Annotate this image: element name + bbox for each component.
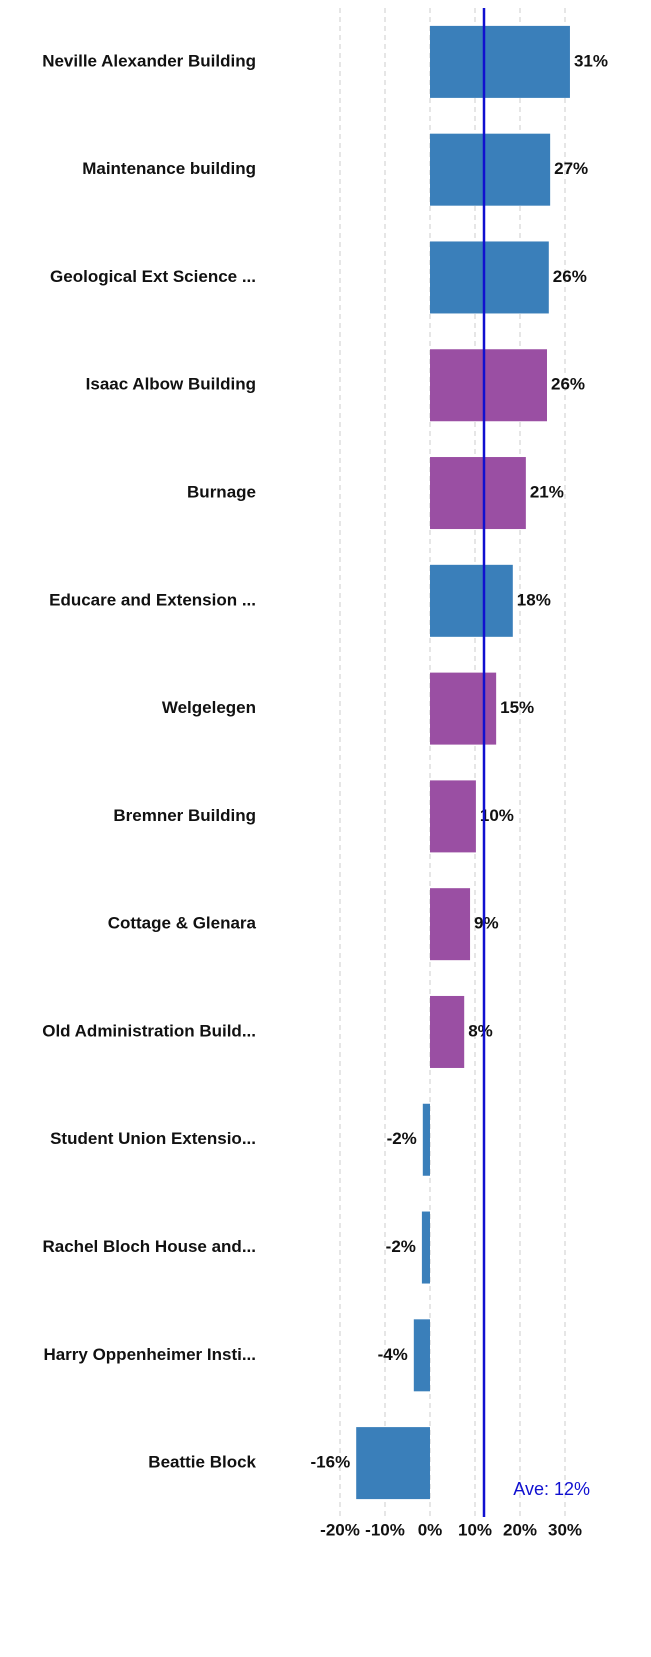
data-label: 27% xyxy=(554,159,588,178)
y-tick-label: Beattie Block xyxy=(148,1453,256,1472)
y-tick-label: Maintenance building xyxy=(82,159,256,178)
data-label: 9% xyxy=(474,914,499,933)
x-tick-label: 30% xyxy=(548,1520,582,1539)
y-tick-label: Bremner Building xyxy=(113,806,256,825)
y-tick-label: Geological Ext Science ... xyxy=(50,267,256,286)
y-tick-label: Welgelegen xyxy=(162,698,256,717)
x-tick-label: 10% xyxy=(458,1520,492,1539)
y-tick-label: Isaac Albow Building xyxy=(86,375,256,394)
y-tick-label: Harry Oppenheimer Insti... xyxy=(43,1345,256,1364)
bar xyxy=(430,780,476,853)
y-tick-label: Burnage xyxy=(187,483,256,502)
data-label: 15% xyxy=(500,698,534,717)
y-tick-label: Rachel Bloch House and... xyxy=(43,1237,257,1256)
data-label: -2% xyxy=(386,1237,416,1256)
data-label: 18% xyxy=(517,590,551,609)
x-tick-label: 0% xyxy=(418,1520,443,1539)
bar xyxy=(430,133,551,206)
bar xyxy=(356,1427,430,1500)
bar xyxy=(430,672,497,745)
data-label: 26% xyxy=(551,375,585,394)
y-tick-label: Educare and Extension ... xyxy=(49,590,256,609)
data-label: -4% xyxy=(378,1345,408,1364)
x-tick-label: -20% xyxy=(320,1520,360,1539)
y-tick-label: Neville Alexander Building xyxy=(42,51,256,70)
bar xyxy=(413,1319,430,1392)
data-label: -16% xyxy=(311,1453,351,1472)
bar xyxy=(422,1103,430,1176)
bar xyxy=(430,457,526,530)
data-label: 31% xyxy=(574,51,608,70)
data-label: 8% xyxy=(468,1021,493,1040)
bar xyxy=(430,995,465,1068)
data-label: 21% xyxy=(530,483,564,502)
bar xyxy=(430,25,570,98)
y-tick-label: Cottage & Glenara xyxy=(108,914,257,933)
y-tick-label: Student Union Extensio... xyxy=(50,1129,256,1148)
data-label: -2% xyxy=(387,1129,417,1148)
bar xyxy=(430,888,471,961)
data-label: 26% xyxy=(553,267,587,286)
bar xyxy=(430,349,547,422)
x-tick-label: -10% xyxy=(365,1520,405,1539)
average-label: Ave: 12% xyxy=(513,1479,590,1499)
bar xyxy=(430,241,549,314)
y-tick-label: Old Administration Build... xyxy=(42,1021,256,1040)
data-label: 10% xyxy=(480,806,514,825)
bar xyxy=(430,564,513,637)
bar xyxy=(421,1211,430,1284)
x-tick-label: 20% xyxy=(503,1520,537,1539)
